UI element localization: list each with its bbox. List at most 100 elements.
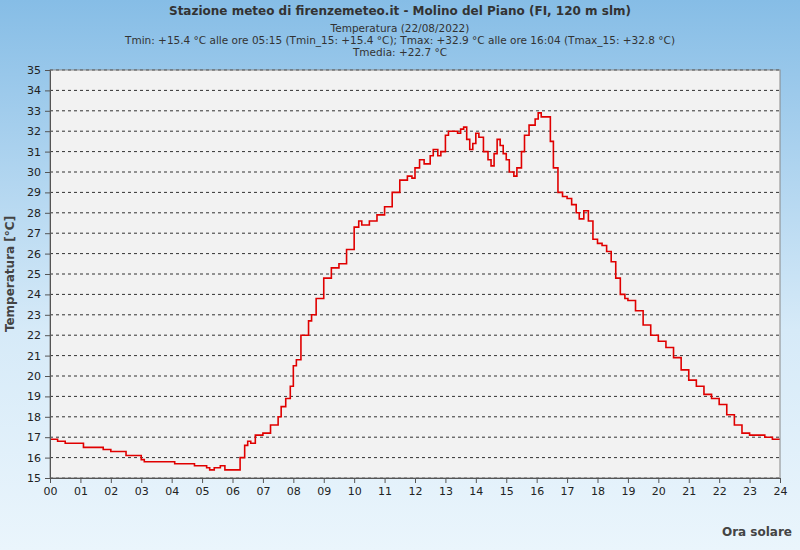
x-tick: 14 bbox=[469, 478, 483, 498]
y-tick-label: 25 bbox=[27, 268, 41, 281]
y-tick: 17 bbox=[27, 431, 50, 444]
x-tick-label: 18 bbox=[591, 485, 605, 498]
x-tick-mark bbox=[202, 478, 203, 483]
x-tick-mark bbox=[628, 478, 629, 483]
subtitle: Temperatura (22/08/2022) bbox=[330, 22, 470, 34]
temperature-line bbox=[50, 113, 780, 470]
x-tick-label: 22 bbox=[713, 485, 727, 498]
y-tick: 32 bbox=[27, 125, 50, 138]
x-tick: 18 bbox=[591, 478, 605, 498]
y-tick-label: 35 bbox=[27, 64, 41, 77]
y-tick-label: 22 bbox=[27, 329, 41, 342]
y-tick-mark bbox=[45, 315, 50, 316]
x-tick-label: 08 bbox=[287, 485, 301, 498]
y-tick-label: 23 bbox=[27, 309, 41, 322]
x-tick: 05 bbox=[196, 478, 210, 498]
grid-line bbox=[50, 110, 780, 111]
y-tick-label: 18 bbox=[27, 411, 41, 424]
y-tick: 16 bbox=[27, 452, 50, 465]
x-tick: 11 bbox=[378, 478, 392, 498]
title: Stazione meteo di firenzemeteo.it - Moli… bbox=[169, 4, 631, 18]
y-tick-label: 27 bbox=[27, 227, 41, 240]
grid-line bbox=[50, 253, 780, 254]
grid-line bbox=[50, 416, 780, 417]
x-tick-mark bbox=[780, 478, 781, 483]
x-axis-line bbox=[51, 479, 781, 484]
x-tick: 22 bbox=[713, 478, 727, 498]
grid-line bbox=[50, 274, 780, 275]
x-tick-mark bbox=[689, 478, 690, 483]
x-tick: 02 bbox=[104, 478, 118, 498]
y-tick-label: 32 bbox=[27, 125, 41, 138]
y-tick-mark bbox=[45, 356, 50, 357]
y-axis-title: Temperatura [°C] bbox=[3, 216, 17, 332]
x-tick-mark bbox=[354, 478, 355, 483]
x-axis: 0001020304050607080910111213141516171819… bbox=[44, 478, 788, 498]
x-tick-label: 03 bbox=[135, 485, 149, 498]
x-tick-mark bbox=[537, 478, 538, 483]
y-tick-mark bbox=[45, 192, 50, 193]
x-tick: 21 bbox=[682, 478, 696, 498]
grid-line bbox=[50, 376, 780, 377]
x-tick: 00 bbox=[44, 478, 58, 498]
x-tick-label: 11 bbox=[378, 485, 392, 498]
y-tick-mark bbox=[45, 254, 50, 255]
x-tick-mark bbox=[324, 478, 325, 483]
grid-line bbox=[50, 131, 780, 132]
x-tick-mark bbox=[263, 478, 264, 483]
y-tick: 27 bbox=[27, 227, 50, 240]
x-tick-mark bbox=[80, 478, 81, 483]
y-tick: 23 bbox=[27, 309, 50, 322]
y-tick: 22 bbox=[27, 329, 50, 342]
x-tick-label: 05 bbox=[196, 485, 210, 498]
x-tick-mark bbox=[719, 478, 720, 483]
x-tick-mark bbox=[750, 478, 751, 483]
x-tick-mark bbox=[233, 478, 234, 483]
x-tick: 07 bbox=[256, 478, 270, 498]
plot-frame bbox=[50, 70, 780, 478]
y-tick: 28 bbox=[27, 207, 50, 220]
y-tick: 35 bbox=[27, 64, 50, 77]
y-tick-label: 15 bbox=[27, 472, 41, 485]
x-tick-label: 24 bbox=[774, 485, 788, 498]
y-tick: 25 bbox=[27, 268, 50, 281]
y-tick: 21 bbox=[27, 350, 50, 363]
x-tick-mark bbox=[141, 478, 142, 483]
x-tick-label: 17 bbox=[561, 485, 575, 498]
y-axis-line bbox=[45, 71, 51, 479]
y-tick-label: 20 bbox=[27, 370, 41, 383]
x-tick-mark bbox=[111, 478, 112, 483]
plot-background bbox=[50, 70, 780, 478]
x-tick-mark bbox=[415, 478, 416, 483]
grid bbox=[50, 70, 780, 478]
x-tick-label: 07 bbox=[256, 485, 270, 498]
x-tick: 03 bbox=[135, 478, 149, 498]
x-tick: 12 bbox=[409, 478, 423, 498]
y-tick-label: 33 bbox=[27, 105, 41, 118]
y-tick-mark bbox=[45, 111, 50, 112]
x-tick-label: 10 bbox=[348, 485, 362, 498]
x-tick: 09 bbox=[317, 478, 331, 498]
x-tick: 20 bbox=[652, 478, 666, 498]
grid-line bbox=[50, 437, 780, 438]
x-tick-mark bbox=[172, 478, 173, 483]
y-tick: 18 bbox=[27, 411, 50, 424]
x-tick: 04 bbox=[165, 478, 179, 498]
x-tick: 17 bbox=[561, 478, 575, 498]
grid-line bbox=[50, 151, 780, 152]
y-tick-label: 16 bbox=[27, 452, 41, 465]
y-tick-mark bbox=[45, 335, 50, 336]
y-tick-label: 31 bbox=[27, 146, 41, 159]
grid-line bbox=[50, 233, 780, 234]
x-tick: 13 bbox=[439, 478, 453, 498]
x-tick: 08 bbox=[287, 478, 301, 498]
y-axis: 1516171819202122232425262728293031323334… bbox=[27, 64, 51, 485]
x-tick-label: 02 bbox=[104, 485, 118, 498]
x-tick-label: 13 bbox=[439, 485, 453, 498]
y-tick: 15 bbox=[27, 472, 50, 485]
y-tick-mark bbox=[45, 90, 50, 91]
x-tick-label: 06 bbox=[226, 485, 240, 498]
y-tick: 19 bbox=[27, 390, 50, 403]
grid-line bbox=[50, 335, 780, 336]
x-tick: 06 bbox=[226, 478, 240, 498]
